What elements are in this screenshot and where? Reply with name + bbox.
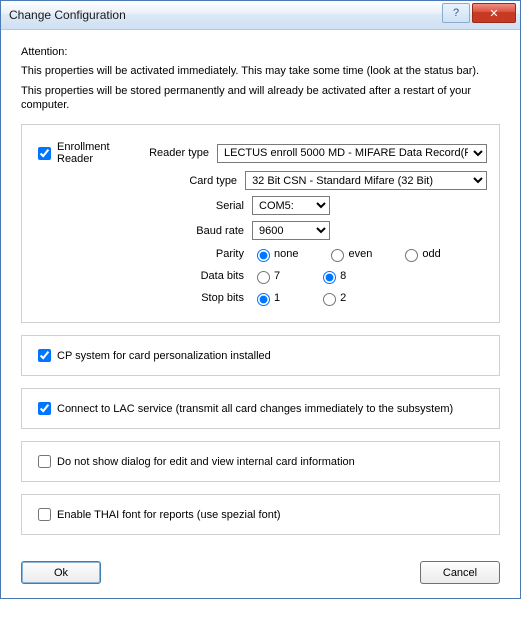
window-title: Change Configuration bbox=[1, 8, 126, 22]
no-dialog-checkbox[interactable] bbox=[38, 455, 51, 468]
card-type-label: Card type bbox=[34, 175, 245, 187]
enrollment-group: Enrollment Reader Reader type LECTUS enr… bbox=[21, 124, 500, 323]
attention-label: Attention: bbox=[21, 46, 500, 58]
serial-select[interactable]: COM5: bbox=[252, 196, 330, 215]
cp-system-text: CP system for card personalization insta… bbox=[57, 350, 271, 362]
no-dialog-text: Do not show dialog for edit and view int… bbox=[57, 456, 355, 468]
reader-type-label: Reader type bbox=[147, 147, 217, 159]
parity-odd-text: odd bbox=[422, 248, 440, 260]
parity-label: Parity bbox=[34, 248, 252, 260]
databits-8-text: 8 bbox=[340, 270, 346, 282]
stopbits-1-label[interactable]: 1 bbox=[252, 290, 280, 306]
databits-7-label[interactable]: 7 bbox=[252, 268, 280, 284]
parity-radios: none even odd bbox=[252, 246, 469, 262]
stopbits-2-text: 2 bbox=[340, 292, 346, 304]
window-controls: ? ✕ bbox=[442, 3, 516, 23]
dialog-window: Change Configuration ? ✕ Attention: This… bbox=[0, 0, 521, 599]
thai-font-checkbox[interactable] bbox=[38, 508, 51, 521]
client-area: Attention: This properties will be activ… bbox=[1, 30, 520, 551]
ok-button[interactable]: Ok bbox=[21, 561, 101, 584]
parity-even-radio[interactable] bbox=[331, 249, 344, 262]
databits-7-text: 7 bbox=[274, 270, 280, 282]
lac-service-checkbox[interactable] bbox=[38, 402, 51, 415]
no-dialog-checkbox-label[interactable]: Do not show dialog for edit and view int… bbox=[34, 452, 487, 471]
no-dialog-group: Do not show dialog for edit and view int… bbox=[21, 441, 500, 482]
enrollment-reader-checkbox-label[interactable]: Enrollment Reader bbox=[34, 141, 132, 165]
help-icon: ? bbox=[453, 7, 459, 19]
lac-service-text: Connect to LAC service (transmit all car… bbox=[57, 403, 453, 415]
cp-system-checkbox-label[interactable]: CP system for card personalization insta… bbox=[34, 346, 487, 365]
thai-font-group: Enable THAI font for reports (use spezia… bbox=[21, 494, 500, 535]
data-bits-label: Data bits bbox=[34, 270, 252, 282]
lac-service-checkbox-label[interactable]: Connect to LAC service (transmit all car… bbox=[34, 399, 487, 418]
help-button[interactable]: ? bbox=[442, 3, 470, 23]
parity-none-radio[interactable] bbox=[257, 249, 270, 262]
intro-paragraph-1: This properties will be activated immedi… bbox=[21, 64, 500, 78]
reader-type-select[interactable]: LECTUS enroll 5000 MD - MIFARE Data Reco… bbox=[217, 144, 487, 163]
cp-system-group: CP system for card personalization insta… bbox=[21, 335, 500, 376]
stopbits-2-label[interactable]: 2 bbox=[318, 290, 346, 306]
enrollment-reader-checkbox[interactable] bbox=[38, 147, 51, 160]
baud-rate-label: Baud rate bbox=[34, 225, 252, 237]
lac-service-group: Connect to LAC service (transmit all car… bbox=[21, 388, 500, 429]
databits-8-label[interactable]: 8 bbox=[318, 268, 346, 284]
parity-even-text: even bbox=[348, 248, 372, 260]
stop-bits-radios: 1 2 bbox=[252, 290, 374, 306]
enrollment-reader-text: Enrollment Reader bbox=[57, 141, 132, 165]
cp-system-checkbox[interactable] bbox=[38, 349, 51, 362]
stopbits-1-text: 1 bbox=[274, 292, 280, 304]
dialog-buttons: Ok Cancel bbox=[1, 551, 520, 598]
stopbits-2-radio[interactable] bbox=[323, 293, 336, 306]
thai-font-checkbox-label[interactable]: Enable THAI font for reports (use spezia… bbox=[34, 505, 487, 524]
data-bits-radios: 7 8 bbox=[252, 268, 374, 284]
close-icon: ✕ bbox=[489, 7, 498, 20]
card-type-select[interactable]: 32 Bit CSN - Standard Mifare (32 Bit) bbox=[245, 171, 487, 190]
parity-none-label[interactable]: none bbox=[252, 246, 298, 262]
parity-odd-label[interactable]: odd bbox=[400, 246, 440, 262]
databits-8-radio[interactable] bbox=[323, 271, 336, 284]
databits-7-radio[interactable] bbox=[257, 271, 270, 284]
baud-rate-select[interactable]: 9600 bbox=[252, 221, 330, 240]
serial-label: Serial bbox=[34, 200, 252, 212]
cancel-button[interactable]: Cancel bbox=[420, 561, 500, 584]
parity-odd-radio[interactable] bbox=[405, 249, 418, 262]
close-button[interactable]: ✕ bbox=[472, 3, 516, 23]
stopbits-1-radio[interactable] bbox=[257, 293, 270, 306]
stop-bits-label: Stop bits bbox=[34, 292, 252, 304]
thai-font-text: Enable THAI font for reports (use spezia… bbox=[57, 509, 281, 521]
parity-even-label[interactable]: even bbox=[326, 246, 372, 262]
titlebar: Change Configuration ? ✕ bbox=[1, 1, 520, 30]
intro-paragraph-2: This properties will be stored permanent… bbox=[21, 84, 500, 112]
parity-none-text: none bbox=[274, 248, 298, 260]
